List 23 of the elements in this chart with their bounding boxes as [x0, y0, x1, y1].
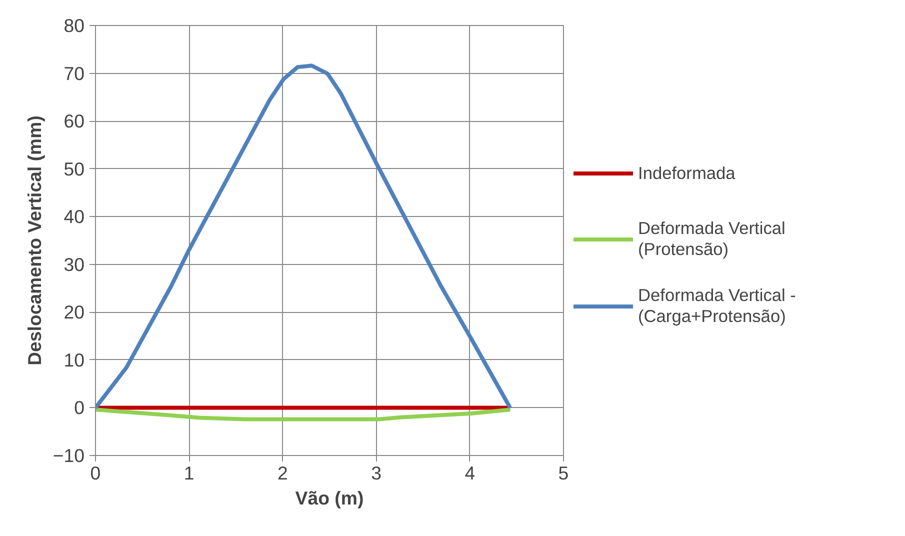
y-tick-label: 40: [64, 206, 85, 228]
y-tick-label: 50: [64, 158, 85, 180]
y-tick-label: 0: [74, 397, 85, 418]
x-axis-title: Vão (m): [295, 488, 364, 508]
x-tick-label: 5: [558, 462, 569, 484]
line-series: [96, 408, 512, 422]
legend-label: Deformada Vertical (Protensão): [638, 218, 786, 260]
line-series: [96, 64, 512, 410]
legend-label: Indeformada: [638, 162, 736, 184]
y-tick-label: 20: [64, 302, 85, 323]
x-tick-label: 1: [184, 462, 194, 484]
x-tick-label: 0: [90, 462, 101, 484]
y-axis-title: Deslocamento Vertical (mm): [24, 116, 45, 366]
y-tick-label: 70: [64, 62, 85, 84]
x-tick-label: 2: [278, 462, 288, 484]
legend-label: Deformada Vertical - (Carga+Protensão): [638, 285, 796, 327]
y-tick-label: −10: [52, 445, 85, 466]
y-tick-label: 30: [64, 254, 85, 275]
y-tick-label: 80: [64, 15, 85, 36]
x-tick-label: 3: [371, 462, 382, 484]
x-tick-label: 4: [464, 462, 476, 484]
y-tick-label: 60: [64, 110, 85, 132]
y-tick-label: 10: [64, 349, 85, 370]
